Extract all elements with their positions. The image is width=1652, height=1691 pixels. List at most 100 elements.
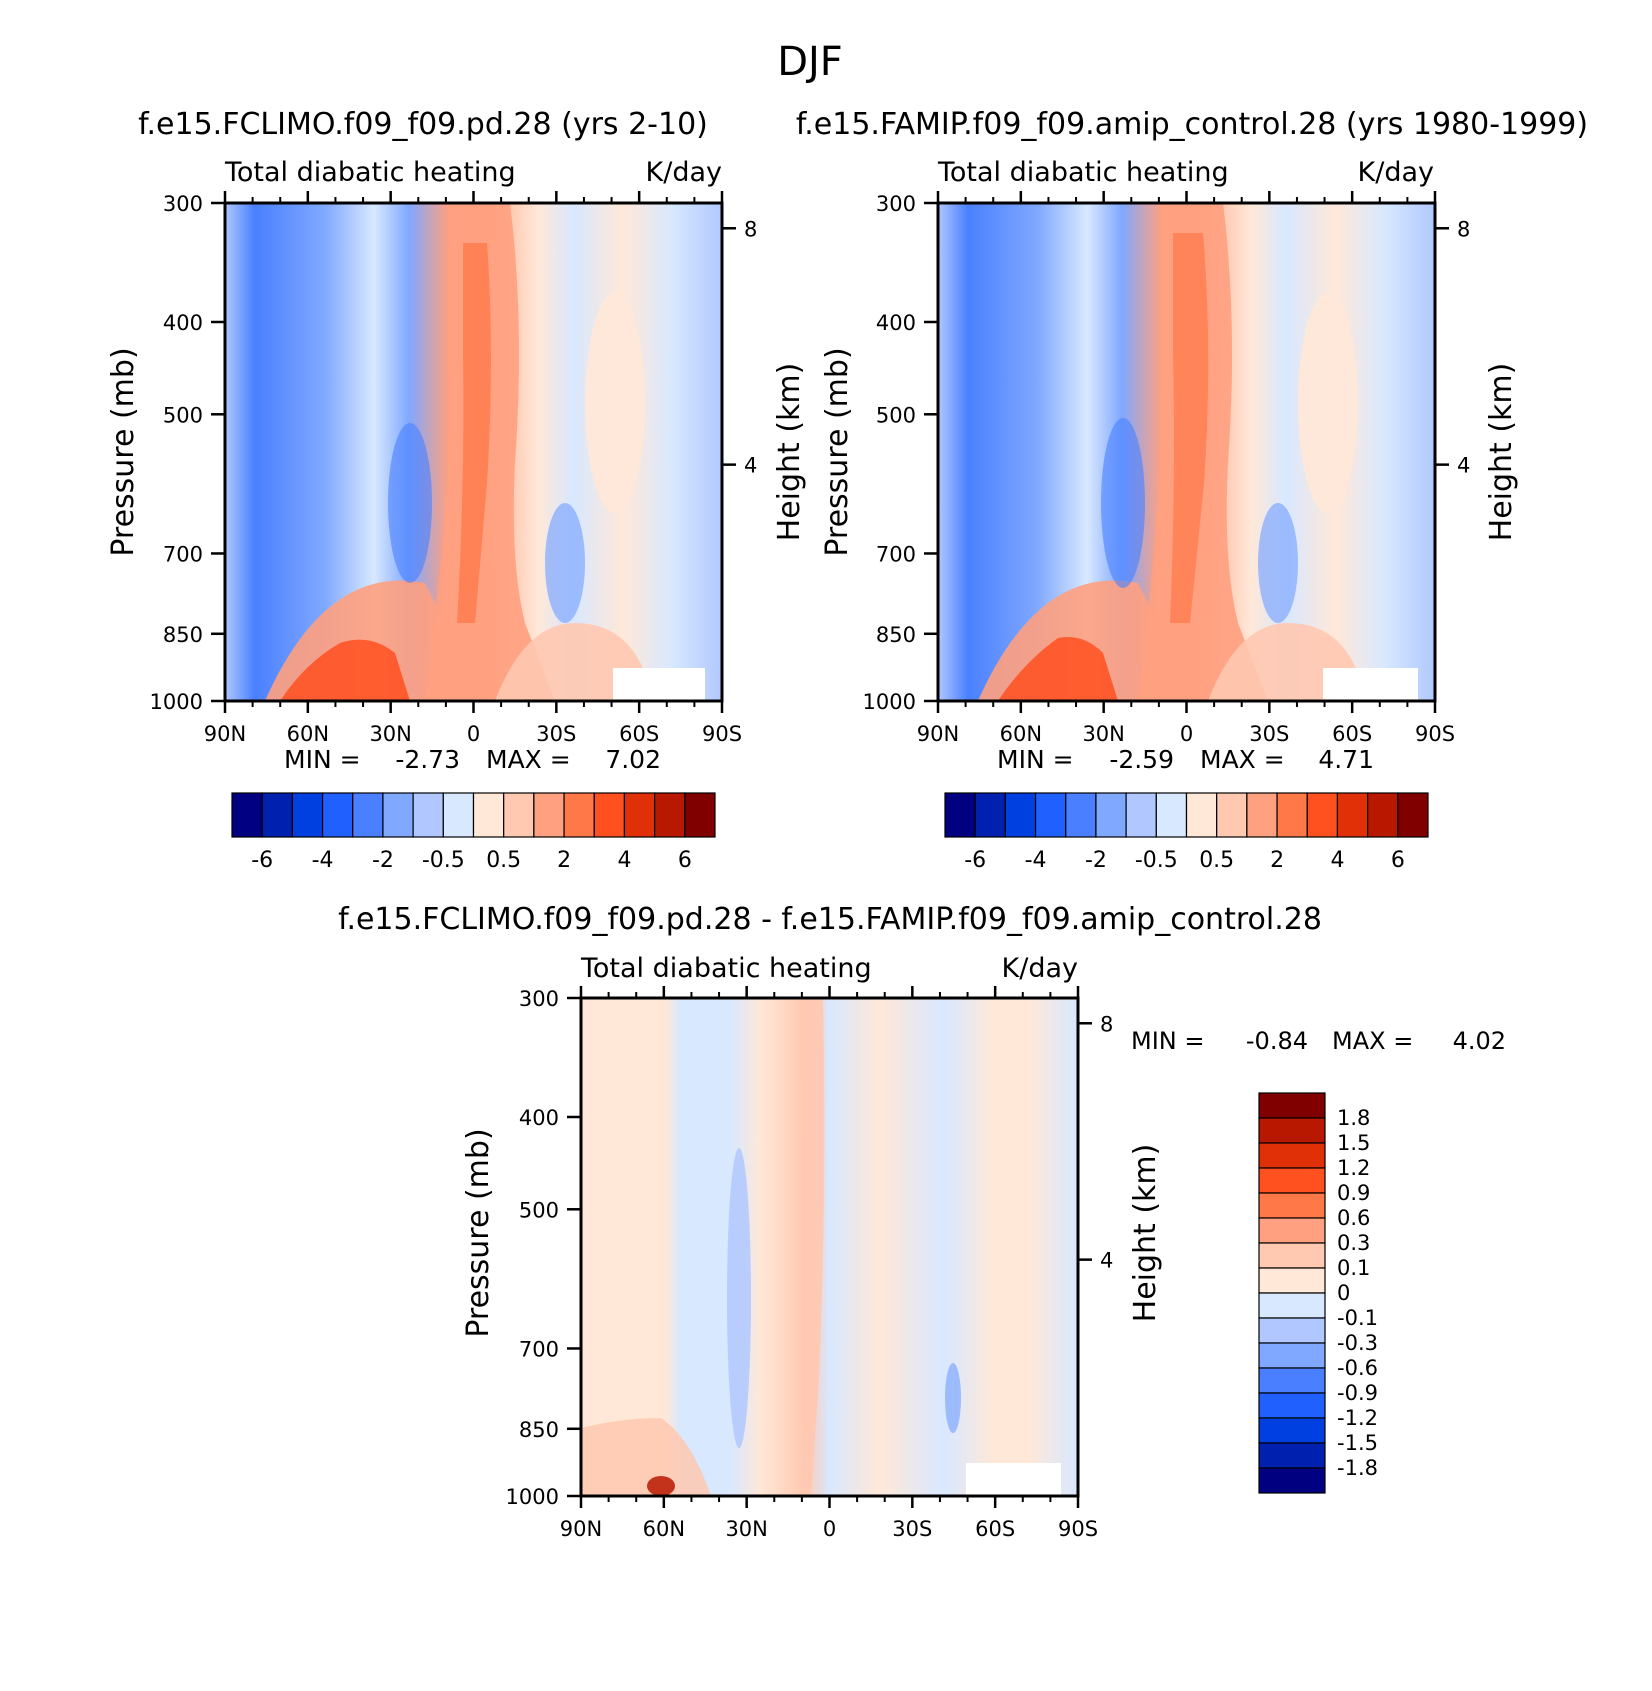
colorbar-swatch xyxy=(1155,792,1188,838)
panel-1-max-label: MAX = xyxy=(486,745,571,774)
colorbar-label: 0.9 xyxy=(1337,1181,1370,1205)
colorbar-label: 0.5 xyxy=(486,848,521,873)
y-tick-label: 700 xyxy=(519,1337,559,1361)
colorbar-swatch xyxy=(1258,1167,1326,1194)
colorbar-label: 0 xyxy=(1337,1281,1350,1305)
y-tick-label: 400 xyxy=(876,311,916,335)
x-tick-label: 30N xyxy=(1082,722,1124,746)
colorbar-label: -1.8 xyxy=(1337,1456,1378,1480)
colorbar-swatch xyxy=(533,792,565,838)
panel-2-max-value: 4.71 xyxy=(1318,745,1374,774)
panel-3-field-tropical-cool xyxy=(727,1148,751,1448)
panel-3-field-equatorial-warm-strip xyxy=(799,998,825,1496)
panel-1-field-nh-storm-track xyxy=(280,639,410,701)
colorbar-swatch xyxy=(503,792,535,838)
colorbar-swatch xyxy=(321,792,354,838)
colorbar-swatch xyxy=(1258,1092,1326,1119)
panel-2-plot-area xyxy=(938,203,1435,701)
panel-1-plot-area xyxy=(225,203,722,701)
panel-3-field-base xyxy=(581,998,1078,1496)
panel-3-field-nh-low-level-warm xyxy=(581,1418,711,1496)
colorbar-label: 0.6 xyxy=(1337,1206,1370,1230)
panel-2-field-sh-midlevel-warm xyxy=(1298,293,1358,513)
colorbar-label: -0.9 xyxy=(1337,1381,1378,1405)
y-tick-label: 300 xyxy=(519,987,559,1011)
y-tick-label: 400 xyxy=(519,1106,559,1130)
colorbar-label: -0.5 xyxy=(422,848,465,873)
colorbar-swatch xyxy=(1034,792,1067,838)
panel-1-colorbar: -6 -4 -2 -0.5 0.5 2 4 6 xyxy=(231,792,716,873)
colorbar-swatch xyxy=(944,792,976,838)
x-tick-label: 30N xyxy=(725,1517,767,1541)
y2-tick-label: 4 xyxy=(1457,454,1470,478)
colorbar-swatch xyxy=(593,792,626,838)
colorbar-swatch xyxy=(623,792,656,838)
panel-2-min-label: MIN = xyxy=(997,745,1074,774)
colorbar-swatch xyxy=(563,792,595,838)
x-tick-label: 0 xyxy=(823,1517,836,1541)
panel-1-field-subtropical-cooling xyxy=(388,423,432,583)
panel-2-field-nh-storm-track xyxy=(998,637,1118,701)
colorbar-label: 6 xyxy=(1391,848,1405,873)
panel-1: f.e15.FCLIMO.f09_f09.pd.28 (yrs 2-10) To… xyxy=(106,107,807,873)
y2-tick-label: 4 xyxy=(744,454,757,478)
colorbar-swatch xyxy=(654,792,686,838)
x-tick-label: 90S xyxy=(702,722,742,746)
colorbar-swatch xyxy=(1258,1292,1326,1319)
panel-3-axes: 90N 60N 30N 0 30S 60S 90S 300 400 500 700 850 1000 8 4 xyxy=(506,986,1113,1541)
panel-2-field-tropical-core xyxy=(1170,233,1209,623)
colorbar-swatch xyxy=(1258,1217,1326,1244)
colorbar-label: 0.1 xyxy=(1337,1256,1370,1280)
figure-title: DJF xyxy=(777,39,843,85)
panel-3: f.e15.FCLIMO.f09_f09.pd.28 - f.e15.FAMIP… xyxy=(338,902,1506,1541)
x-tick-label: 60S xyxy=(975,1517,1015,1541)
panel-2-field-sh-cooling xyxy=(1258,503,1298,623)
colorbar-label: 1.5 xyxy=(1337,1131,1370,1155)
colorbar-label: 4 xyxy=(617,848,631,873)
colorbar-swatch xyxy=(412,792,444,838)
colorbar-swatch xyxy=(261,792,293,838)
panel-3-y2label: Height (km) xyxy=(1128,1144,1163,1323)
x-tick-label: 90S xyxy=(1058,1517,1098,1541)
y-tick-label: 400 xyxy=(163,311,203,335)
x-tick-label: 90N xyxy=(560,1517,602,1541)
colorbar-label: 6 xyxy=(678,848,692,873)
colorbar-label: 1.8 xyxy=(1337,1106,1370,1130)
colorbar-swatch xyxy=(1125,792,1157,838)
colorbar-swatch xyxy=(1258,1392,1326,1419)
colorbar-swatch xyxy=(1004,792,1037,838)
colorbar-swatch xyxy=(1185,792,1218,838)
y-tick-label: 500 xyxy=(163,403,203,427)
panel-1-field-sh-low-level-heating xyxy=(495,623,645,701)
panel-1-missing-data xyxy=(613,668,705,701)
panel-1-max-value: 7.02 xyxy=(605,745,661,774)
colorbar-swatch xyxy=(442,792,475,838)
panel-1-field-tropical-heating xyxy=(425,203,555,701)
colorbar-swatch xyxy=(684,792,716,838)
y-tick-label: 300 xyxy=(163,192,203,216)
colorbar-swatch xyxy=(1258,1142,1326,1169)
panel-3-right-string: K/day xyxy=(1002,953,1078,984)
colorbar-swatch xyxy=(1258,1342,1326,1369)
colorbar-swatch xyxy=(1258,1467,1326,1494)
colorbar-label: -2 xyxy=(372,848,394,873)
x-tick-label: 90N xyxy=(204,722,246,746)
colorbar-label: 4 xyxy=(1330,848,1344,873)
colorbar-swatch xyxy=(1095,792,1127,838)
panel-3-field-nh-storm-track-core xyxy=(647,1476,675,1496)
colorbar-label: 1.2 xyxy=(1337,1156,1370,1180)
colorbar-label: -1.2 xyxy=(1337,1406,1378,1430)
panel-2-title: f.e15.FAMIP.f09_f09.amip_control.28 (yrs… xyxy=(796,107,1588,142)
panel-2-ylabel: Pressure (mb) xyxy=(820,347,855,556)
panel-2-axes: 90N 60N 30N 0 30S 60S 90S 300 400 500 700 850 1000 8 4 xyxy=(863,191,1470,746)
panel-2-missing-data xyxy=(1323,668,1418,701)
y-tick-label: 1000 xyxy=(150,690,203,714)
panel-3-max-value: 4.02 xyxy=(1453,1027,1506,1055)
colorbar-label: 0.5 xyxy=(1199,848,1234,873)
colorbar-swatch xyxy=(382,792,414,838)
x-tick-label: 30S xyxy=(536,722,576,746)
x-tick-label: 60N xyxy=(287,722,329,746)
x-tick-label: 30S xyxy=(892,1517,932,1541)
panel-2-left-string: Total diabatic heating xyxy=(937,157,1229,188)
